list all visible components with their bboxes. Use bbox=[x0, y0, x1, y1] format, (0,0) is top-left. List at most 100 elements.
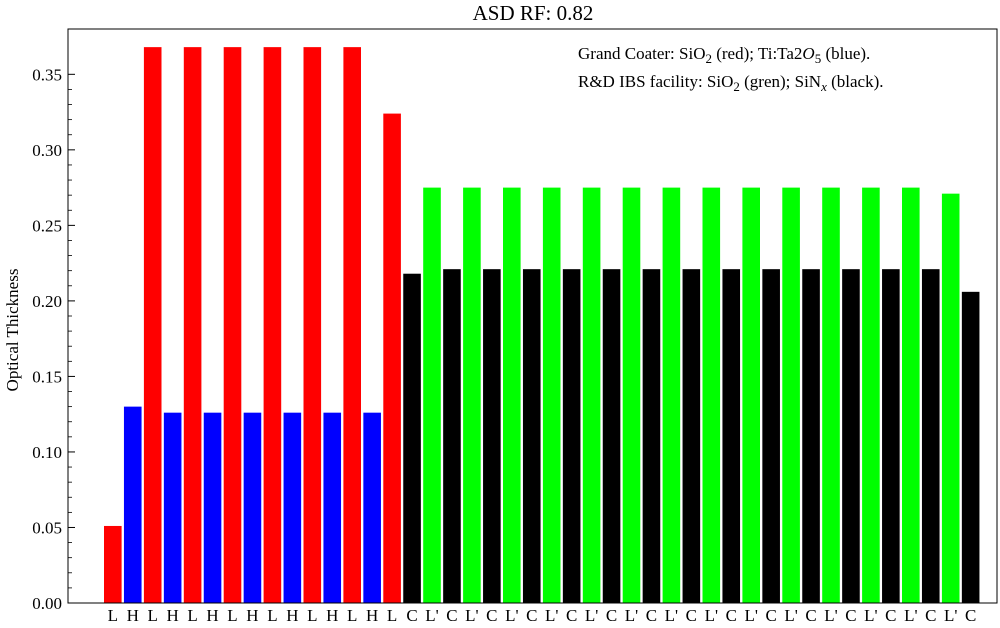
bar-18 bbox=[443, 269, 461, 603]
legend-text-part: 2 bbox=[733, 79, 740, 94]
legend-text-part: (blue). bbox=[821, 44, 870, 63]
bar-3 bbox=[143, 47, 162, 603]
x-tick-label: L' bbox=[625, 606, 638, 625]
chart-title: ASD RF: 0.82 bbox=[473, 1, 594, 25]
x-tick-label: L bbox=[227, 606, 237, 625]
x-tick-label: C bbox=[885, 606, 896, 625]
legend-text-part: O bbox=[802, 44, 814, 63]
x-tick-label: C bbox=[726, 606, 737, 625]
bar-12 bbox=[323, 412, 342, 603]
x-tick-label: L' bbox=[864, 606, 877, 625]
y-axis-label: Optical Thickness bbox=[3, 269, 22, 392]
bar-39 bbox=[862, 187, 880, 604]
x-tick-label: L' bbox=[545, 606, 558, 625]
x-tick-label: L' bbox=[824, 606, 837, 625]
legend-line-1: Grand Coater: SiO2 (red); Ti:Ta2O5 (blue… bbox=[578, 44, 870, 66]
legend-text-part: 2 bbox=[794, 44, 803, 63]
legend-text-part: (gren); SiN bbox=[740, 72, 821, 91]
bar-11 bbox=[303, 47, 322, 603]
bar-38 bbox=[842, 269, 860, 603]
x-tick-label: L' bbox=[505, 606, 518, 625]
y-tick-label: 0.05 bbox=[32, 518, 62, 537]
legend-text-part: (black). bbox=[827, 72, 884, 91]
bar-6 bbox=[203, 412, 222, 603]
x-tick-label: L' bbox=[784, 606, 797, 625]
bar-25 bbox=[582, 187, 601, 604]
x-tick-label: L' bbox=[665, 606, 678, 625]
bar-41 bbox=[902, 187, 920, 604]
x-tick-label: C bbox=[965, 606, 976, 625]
bar-1 bbox=[104, 525, 122, 603]
bar-30 bbox=[682, 269, 701, 603]
bar-23 bbox=[542, 187, 561, 604]
bar-43 bbox=[941, 193, 960, 603]
x-tick-label: C bbox=[686, 606, 697, 625]
x-tick-label: C bbox=[526, 606, 537, 625]
x-tick-label: H bbox=[206, 606, 218, 625]
y-tick-label: 0.10 bbox=[32, 443, 62, 462]
legend-text-part: R&D IBS facility: SiO bbox=[578, 72, 733, 91]
x-tick-label: H bbox=[127, 606, 139, 625]
plot-frame bbox=[67, 28, 998, 604]
legend-text-part: x bbox=[820, 79, 827, 94]
x-tick-label: L' bbox=[585, 606, 598, 625]
bar-29 bbox=[662, 187, 681, 604]
x-tick-label: L' bbox=[904, 606, 917, 625]
x-tick-label: C bbox=[606, 606, 617, 625]
x-tick-label: H bbox=[286, 606, 298, 625]
bar-36 bbox=[802, 269, 820, 603]
bar-17 bbox=[423, 187, 441, 604]
bar-13 bbox=[343, 47, 361, 603]
x-tick-label: C bbox=[566, 606, 577, 625]
bar-9 bbox=[263, 47, 282, 603]
y-tick-label: 0.35 bbox=[32, 65, 62, 84]
legend: Grand Coater: SiO2 (red); Ti:Ta2O5 (blue… bbox=[578, 44, 884, 94]
bar-40 bbox=[882, 269, 900, 603]
x-tick-label: L bbox=[387, 606, 397, 625]
x-tick-label: C bbox=[446, 606, 457, 625]
x-tick-label: C bbox=[925, 606, 936, 625]
y-tick-label: 0.00 bbox=[32, 594, 62, 613]
x-tick-label: L bbox=[108, 606, 118, 625]
x-tick-label: C bbox=[765, 606, 776, 625]
bar-34 bbox=[762, 269, 780, 603]
bar-28 bbox=[642, 269, 661, 603]
legend-line-2: R&D IBS facility: SiO2 (gren); SiNx (bla… bbox=[578, 72, 884, 94]
bars-group bbox=[104, 47, 980, 604]
y-axis-ticks: 0.00 0.05 0.10 0.15 0.20 0.25 0.30 0.35 bbox=[32, 65, 75, 613]
x-tick-label: L' bbox=[944, 606, 957, 625]
x-tick-label: C bbox=[646, 606, 657, 625]
bar-27 bbox=[622, 187, 641, 604]
bar-8 bbox=[243, 412, 262, 603]
bar-2 bbox=[123, 406, 142, 603]
y-tick-label: 0.30 bbox=[32, 141, 62, 160]
x-tick-label: L bbox=[347, 606, 357, 625]
x-tick-label: L' bbox=[425, 606, 438, 625]
x-tick-label: L bbox=[307, 606, 317, 625]
bar-32 bbox=[722, 269, 741, 603]
x-tick-label: H bbox=[326, 606, 338, 625]
legend-text-part: 2 bbox=[705, 51, 712, 66]
y-tick-label: 0.15 bbox=[32, 367, 62, 386]
bar-7 bbox=[223, 47, 242, 603]
bar-4 bbox=[163, 412, 182, 603]
x-tick-label: C bbox=[486, 606, 497, 625]
bar-22 bbox=[522, 269, 541, 603]
bar-15 bbox=[383, 113, 401, 603]
bar-20 bbox=[483, 269, 501, 603]
bar-5 bbox=[183, 47, 202, 603]
x-tick-label: H bbox=[167, 606, 179, 625]
bar-21 bbox=[503, 187, 521, 604]
bar-44 bbox=[961, 291, 980, 603]
legend-text-part: Grand Coater: SiO bbox=[578, 44, 705, 63]
bar-10 bbox=[283, 412, 302, 603]
bar-33 bbox=[742, 187, 760, 604]
x-tick-label: L' bbox=[465, 606, 478, 625]
x-tick-label: C bbox=[805, 606, 816, 625]
x-tick-label: L' bbox=[705, 606, 718, 625]
bar-24 bbox=[562, 269, 581, 603]
x-tick-label: L bbox=[187, 606, 197, 625]
x-tick-label: H bbox=[246, 606, 258, 625]
x-tick-label: L' bbox=[744, 606, 757, 625]
